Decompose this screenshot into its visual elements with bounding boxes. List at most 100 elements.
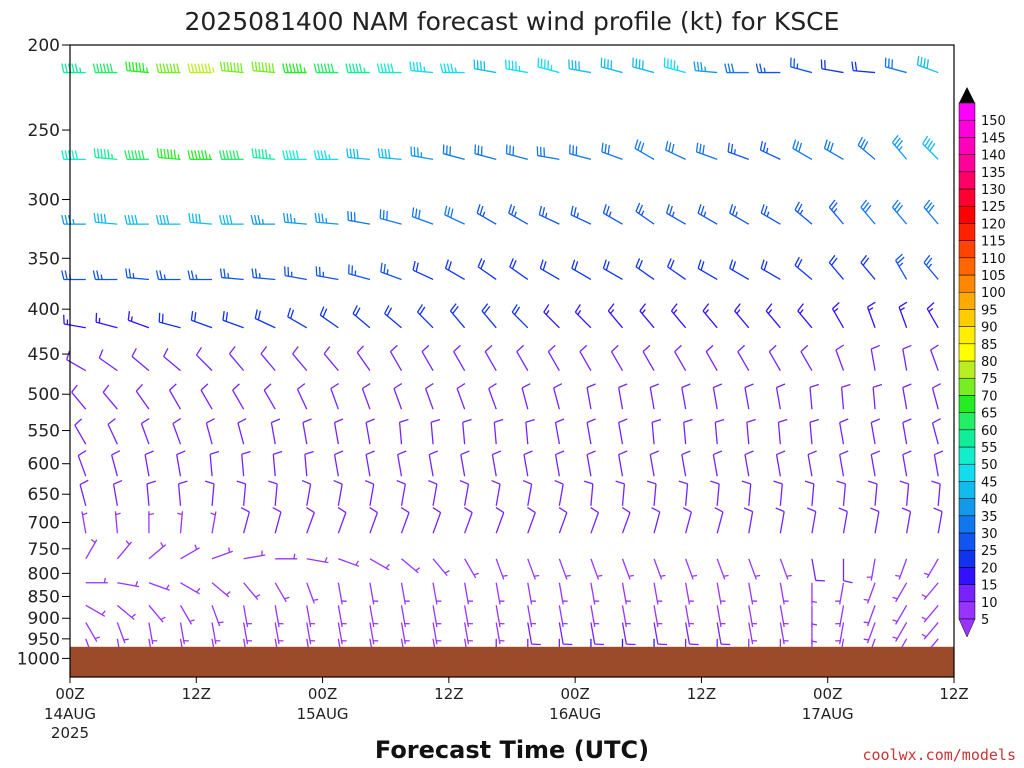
wind-barb (93, 212, 118, 225)
barb-staff (464, 512, 473, 534)
barb-staff (116, 541, 132, 560)
barb-flag (732, 261, 737, 271)
barb-staff (748, 558, 757, 580)
barb-flag (190, 311, 194, 321)
barb-half-flag (545, 310, 550, 315)
barb-flag (369, 507, 378, 514)
barb-flag (261, 149, 265, 159)
x-tick-label: 12Z (939, 685, 968, 703)
wind-barb (523, 450, 533, 477)
barb-half-flag (100, 274, 103, 280)
wind-barb (365, 418, 375, 445)
barb-flag (282, 63, 286, 73)
wind-barb (775, 450, 786, 477)
barb-staff (840, 387, 845, 410)
wind-barb (460, 450, 470, 477)
barb-flag (743, 507, 753, 513)
barb-flag (901, 507, 911, 513)
barb-flag (573, 207, 577, 217)
barb-flag (166, 149, 170, 159)
barb-staff (172, 423, 182, 445)
barb-half-flag (691, 574, 698, 577)
barb-flag (169, 63, 173, 73)
colorbar-cell (958, 154, 976, 173)
wind-barb (337, 605, 347, 628)
barb-half-flag (576, 212, 579, 218)
wind-barb (172, 417, 182, 445)
wind-barb (714, 507, 724, 534)
wind-barb (681, 450, 691, 477)
wind-barb (484, 344, 497, 371)
barb-flag (131, 214, 135, 225)
barb-flag (459, 479, 469, 485)
barb-flag (668, 205, 673, 216)
barb-staff (253, 69, 276, 74)
colorbar-label: 25 (981, 544, 998, 559)
barb-staff (222, 319, 244, 329)
barb-flag (323, 63, 328, 73)
barb-staff (369, 605, 375, 628)
barb-flag (240, 507, 250, 513)
barb-flag (173, 149, 177, 160)
barb-flag (219, 214, 223, 225)
wind-barb (495, 582, 505, 605)
wind-barb (831, 302, 845, 329)
barb-half-flag (723, 574, 729, 577)
barb-staff (621, 582, 627, 605)
wind-barb (748, 582, 758, 605)
wind-barb (323, 346, 339, 372)
barb-staff (727, 151, 750, 160)
barb-flag (891, 199, 899, 208)
wind-barb (866, 301, 876, 328)
barb-flag (288, 63, 293, 73)
wind-barb (163, 348, 181, 372)
colorbar-label: 35 (981, 510, 998, 525)
barb-flag (511, 205, 516, 216)
barb-flag (219, 268, 223, 278)
barb-staff (430, 422, 434, 445)
barb-flag (702, 303, 710, 312)
wind-barb (839, 418, 849, 445)
barb-flag (634, 139, 639, 149)
barb-half-flag (177, 154, 180, 160)
wind-barb (536, 146, 560, 161)
colorbar-label: 50 (981, 458, 998, 473)
wind-barb (685, 605, 694, 628)
barb-half-flag (218, 621, 224, 624)
barb-staff (828, 206, 844, 225)
barb-flag (744, 450, 754, 456)
barb-flag (155, 270, 160, 280)
barb-flag (187, 150, 191, 160)
barb-flag (96, 270, 100, 280)
wind-barb (296, 383, 308, 410)
barb-flag (74, 418, 83, 426)
barb-flag (516, 344, 525, 353)
barb-half-flag (303, 67, 306, 73)
barb-half-flag (328, 154, 331, 160)
wind-barb (274, 582, 290, 603)
barb-staff (653, 582, 659, 605)
wind-barb (369, 605, 379, 628)
barb-staff (337, 512, 347, 534)
wind-barb (263, 383, 276, 410)
barb-flag (902, 450, 912, 456)
barb-flag (590, 507, 599, 514)
barb-flag (292, 346, 299, 355)
barb-staff (860, 262, 876, 280)
barb-half-flag (261, 219, 265, 225)
wind-barb (155, 63, 181, 74)
barb-half-flag (82, 512, 88, 516)
barb-staff (323, 353, 339, 372)
wind-barb (148, 511, 155, 534)
ground-surface (70, 646, 954, 677)
barb-flag (804, 480, 815, 485)
barb-staff (146, 483, 150, 506)
wind-barb (590, 582, 600, 605)
barb-flag (261, 62, 265, 72)
wind-barb (665, 140, 686, 160)
colorbar-label: 65 (981, 407, 998, 422)
barb-flag (77, 450, 87, 457)
colorbar-label: 125 (981, 200, 1006, 215)
wind-barb (569, 144, 592, 161)
barb-staff (653, 558, 663, 580)
